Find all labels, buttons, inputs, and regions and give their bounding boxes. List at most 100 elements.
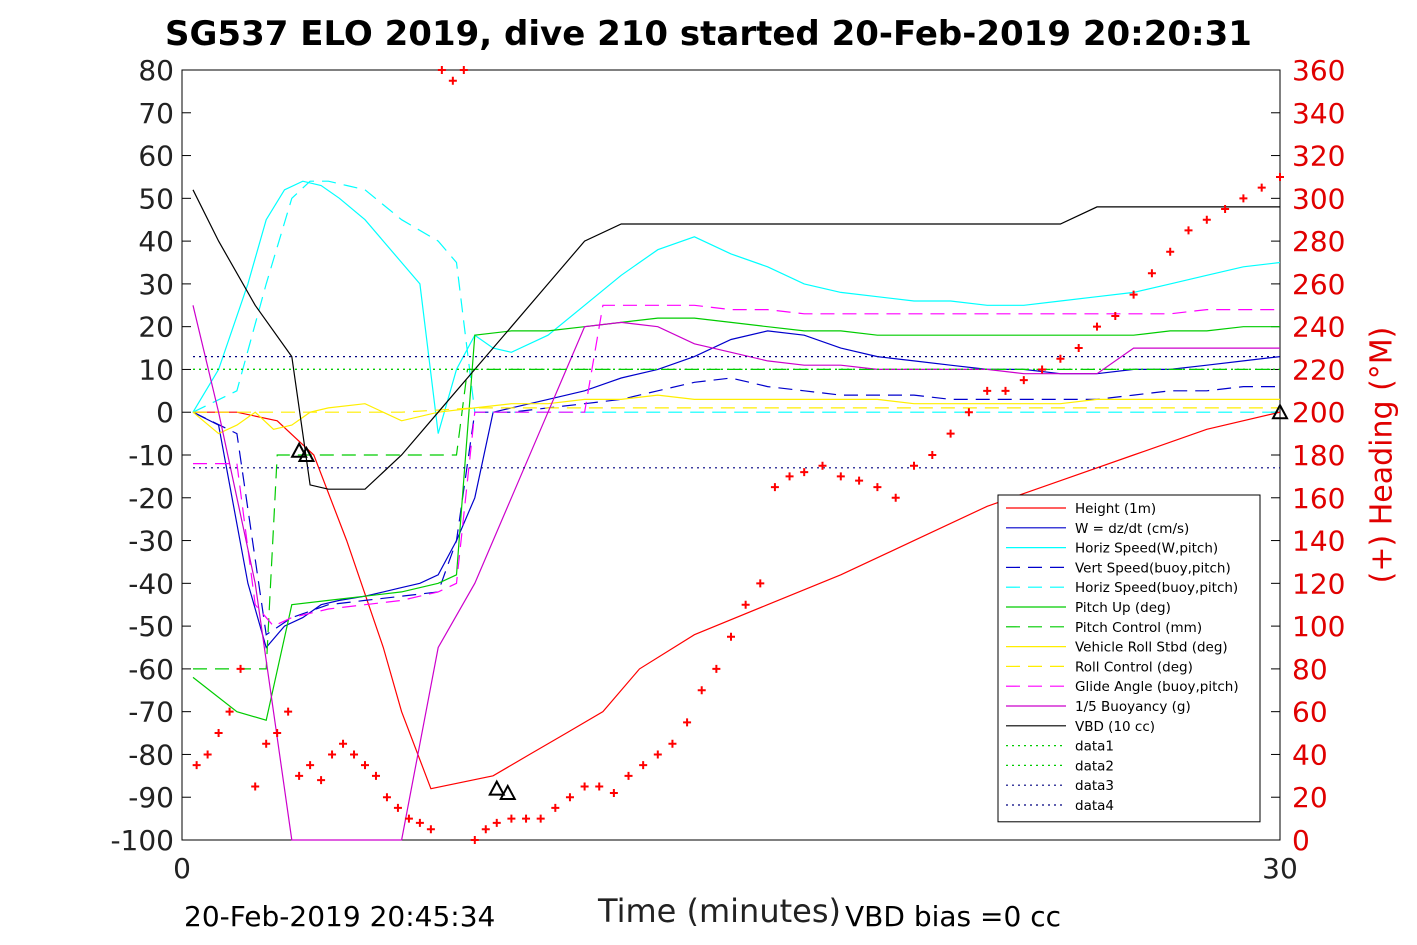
x-axis-label: Time (minutes) [598,892,841,930]
heading-marker [609,788,618,797]
left-tick-label: 50 [138,182,174,215]
heading-marker [1166,247,1175,256]
heading-marker [1056,354,1065,363]
left-tick-label: 0 [156,396,174,429]
heading-markers [192,66,1284,844]
legend-box [997,494,1261,823]
heading-marker [1111,311,1120,320]
heading-marker [273,729,282,738]
x-tick-label: 0 [173,852,191,885]
legend-entry: 1/5 Buoyancy (g) [1075,699,1191,715]
right-tick-label: 320 [1292,140,1345,173]
right-tick-label: 300 [1292,182,1345,215]
heading-marker [470,836,479,844]
legend-entry: data1 [1075,739,1114,755]
heading-marker [251,782,260,791]
right-tick-label: 60 [1292,696,1328,729]
legend: Height (1m) W = dz/dt (cm/s) Horiz Speed(W… [997,494,1261,823]
left-tick-label: 10 [138,353,174,386]
heading-marker [785,472,794,481]
heading-marker [683,718,692,727]
heading-marker [225,707,234,716]
right-tick-label: 280 [1292,225,1345,258]
heading-marker [448,76,457,85]
legend-entry: Horiz Speed(buoy,pitch) [1075,580,1238,596]
x-ticks: 0 30 [173,852,1298,885]
heading-marker [1276,172,1284,181]
heading-marker [306,761,315,770]
heading-marker [393,803,402,812]
heading-marker [1038,365,1047,374]
heading-marker [964,408,973,417]
heading-marker [203,750,212,759]
right-tick-label: 220 [1292,353,1345,386]
series-line-1 [192,330,1281,649]
heading-marker [1221,205,1230,214]
vbd-bias-label: VBD bias =0 cc [845,900,1061,933]
left-y-ticks: 80 70 60 50 40 30 20 10 0 -10 -20 -30 -40 -50 -60 -70 -8… [110,54,191,857]
left-tick-label: 60 [138,140,174,173]
left-tick-label: 70 [138,97,174,130]
x-tick-label: 30 [1262,852,1298,885]
legend-entry: Vert Speed(buoy,pitch) [1075,560,1231,576]
series-line-6 [193,368,1280,670]
series-line-11 [192,189,1280,490]
legend-entry: Roll Control (deg) [1075,659,1193,675]
left-tick-label: -20 [128,482,174,515]
series-layer [192,180,1281,841]
left-tick-label: -60 [128,653,174,686]
right-tick-label: 200 [1292,396,1345,429]
legend-entry: Height (1m) [1075,501,1156,517]
right-tick-label: 100 [1292,610,1345,643]
heading-marker [507,814,516,823]
heading-marker [481,825,490,834]
heading-marker [624,771,633,780]
heading-marker [1019,376,1028,385]
chart-title: SG537 ELO 2019, dive 210 started 20-Feb-… [165,14,1252,54]
series-line-8 [193,407,1280,413]
heading-marker [214,729,223,738]
right-tick-label: 240 [1292,311,1345,344]
triangle-marker [297,445,316,462]
legend-entry: Vehicle Roll Stbd (deg) [1075,640,1228,656]
legend-entry: data2 [1075,758,1114,774]
right-tick-label: 180 [1292,439,1345,472]
left-tick-label: -100 [110,824,174,857]
heading-marker [946,429,955,438]
heading-marker [1001,386,1010,395]
right-y-axis-label: (+) Heading (°M) [1364,326,1400,584]
heading-marker [536,814,545,823]
heading-marker [891,493,900,502]
legend-entry: Pitch Up (deg) [1075,600,1171,616]
heading-marker [328,750,337,759]
right-tick-label: 40 [1292,738,1328,771]
heading-marker [983,386,992,395]
right-tick-label: 340 [1292,97,1345,130]
heading-marker [873,483,882,492]
heading-marker [339,739,348,748]
heading-marker [818,461,827,470]
heading-marker [1093,322,1101,331]
heading-marker [800,468,809,477]
left-tick-label: -80 [128,738,174,771]
heading-marker [595,782,604,791]
heading-marker [295,771,304,780]
series-line-9 [193,304,1280,627]
heading-marker [459,66,468,74]
heading-marker [492,818,501,827]
left-tick-label: 20 [138,311,174,344]
legend-entry: Horiz Speed(W,pitch) [1075,541,1218,557]
heading-marker [382,793,391,802]
right-tick-label: 80 [1292,653,1328,686]
heading-marker [192,761,201,770]
heading-marker [653,750,662,759]
series-line-10 [192,305,1280,841]
heading-marker [415,818,424,827]
heading-marker [437,66,446,74]
timestamp-label: 20-Feb-2019 20:45:34 [184,900,496,933]
heading-marker [1257,183,1266,192]
heading-marker [1239,194,1248,203]
left-tick-label: -90 [128,781,174,814]
heading-marker [697,686,706,695]
